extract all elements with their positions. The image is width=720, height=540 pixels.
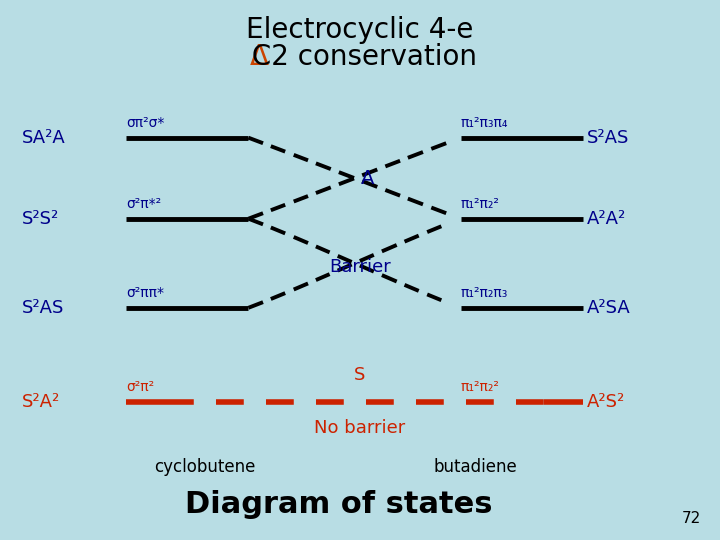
Text: π₁²π₃π₄: π₁²π₃π₄ <box>461 116 508 130</box>
Text: A²SA: A²SA <box>587 299 631 317</box>
Text: π₁²π₂π₃: π₁²π₂π₃ <box>461 286 508 300</box>
Text: S: S <box>354 366 366 384</box>
Text: σ²π*²: σ²π*² <box>126 197 161 211</box>
Text: A²S²: A²S² <box>587 393 625 411</box>
Text: σ²ππ*: σ²ππ* <box>126 286 164 300</box>
Text: cyclobutene: cyclobutene <box>155 458 256 476</box>
Text: C2 conservation: C2 conservation <box>243 43 477 71</box>
Text: S²AS: S²AS <box>587 129 629 147</box>
Text: S²AS: S²AS <box>22 299 64 317</box>
Text: π₁²π₂²: π₁²π₂² <box>461 197 500 211</box>
Text: Electrocyclic 4-e: Electrocyclic 4-e <box>246 16 474 44</box>
Text: S²A²: S²A² <box>22 393 60 411</box>
Text: π₁²π₂²: π₁²π₂² <box>461 380 500 394</box>
Text: σπ²σ*: σπ²σ* <box>126 116 164 130</box>
Text: A: A <box>361 168 374 188</box>
Text: Δ: Δ <box>250 43 269 71</box>
Text: A²A²: A²A² <box>587 210 626 228</box>
Text: Barrier: Barrier <box>329 258 391 276</box>
Text: σ²π²: σ²π² <box>126 380 154 394</box>
Text: No barrier: No barrier <box>315 418 405 437</box>
Text: 72: 72 <box>682 511 701 526</box>
Text: SA²A: SA²A <box>22 129 66 147</box>
Text: Diagram of states: Diagram of states <box>184 490 492 519</box>
Text: butadiene: butadiene <box>433 458 517 476</box>
Text: S²S²: S²S² <box>22 210 59 228</box>
